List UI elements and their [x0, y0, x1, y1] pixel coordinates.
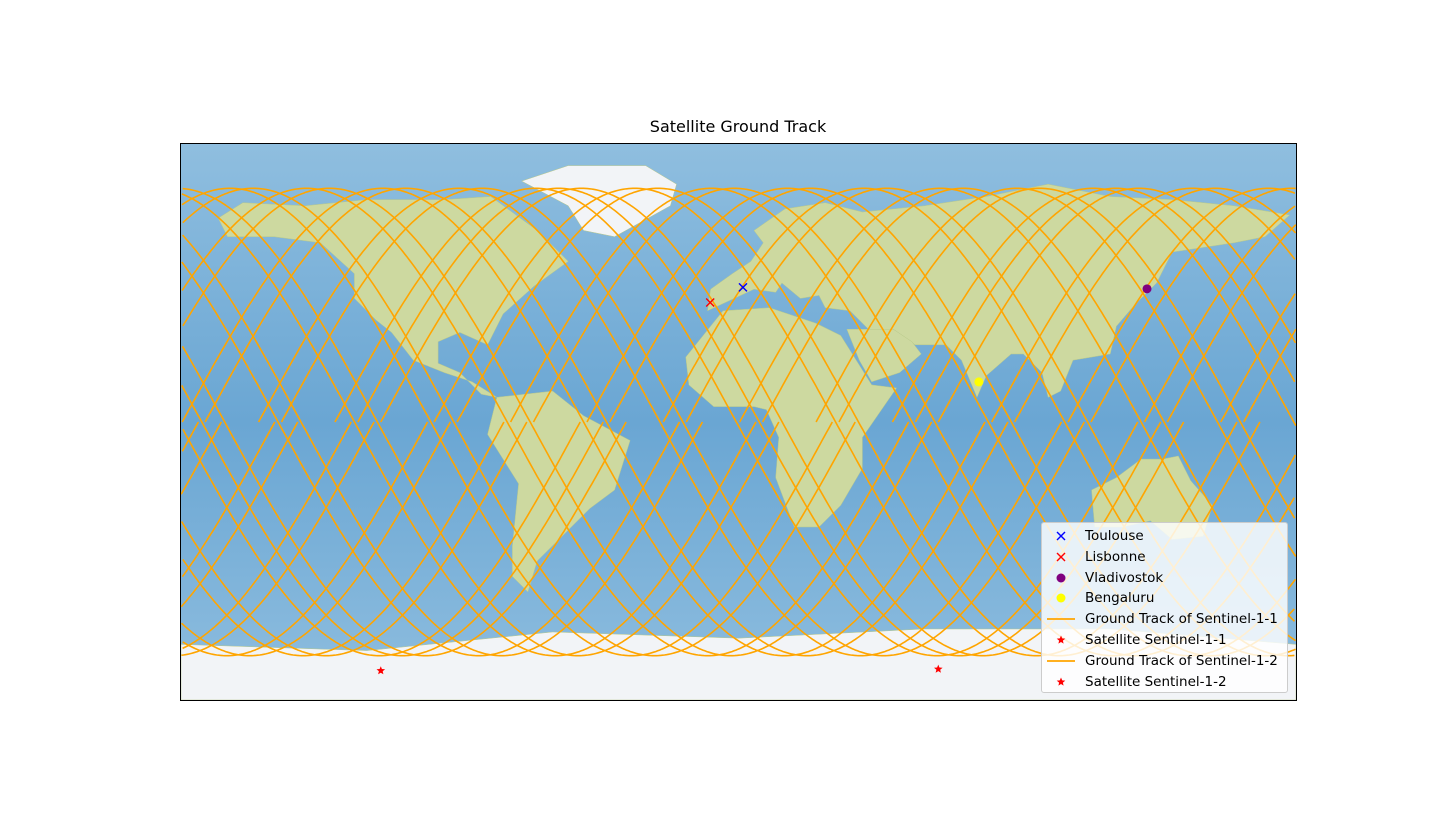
ground-track-sentinel-1-2 [204, 187, 1009, 657]
legend-handle [1047, 659, 1075, 662]
city-marker-toulouse [738, 282, 748, 292]
legend-marker-icon [1056, 552, 1066, 562]
chart-title: Satellite Ground Track [649, 117, 827, 136]
ground-track-sentinel-1-1 [181, 187, 986, 657]
land-north-america [217, 196, 569, 398]
legend-marker-icon [1056, 531, 1066, 541]
legend-label: Vladivostok [1085, 569, 1164, 586]
ground-track-sentinel-1-1 [181, 187, 1296, 657]
land-africa [685, 307, 897, 528]
ground-track-sentinel-1-2 [357, 187, 1162, 657]
legend-marker-icon [1056, 573, 1066, 583]
legend-label: Ground Track of Sentinel-1-2 [1085, 652, 1278, 669]
legend-entry: Bengaluru [1042, 588, 1287, 608]
legend-marker-icon [1056, 677, 1066, 686]
satellite-marker-satellite-sentinel-1-2 [934, 664, 943, 673]
land-greenland [521, 165, 677, 237]
legend-entry: Ground Track of Sentinel-1-1 [1042, 609, 1287, 629]
legend-entry: Vladivostok [1042, 568, 1287, 588]
ground-track-sentinel-1-2 [182, 187, 1296, 657]
legend-handle [1056, 573, 1066, 583]
legend-entry: Satellite Sentinel-1-2 [1042, 672, 1287, 692]
legend-handle [1056, 593, 1066, 603]
ground-track-sentinel-1-1 [334, 187, 1139, 657]
legend-handle [1056, 677, 1066, 686]
axes-frame [180, 143, 1297, 701]
legend-label: Ground Track of Sentinel-1-1 [1085, 611, 1278, 628]
legend: Toulouse Lisbonne Vladivostok Bengaluru Grou… [1041, 522, 1288, 693]
legend-entry: Ground Track of Sentinel-1-2 [1042, 651, 1287, 671]
legend-marker-icon [1056, 593, 1066, 603]
legend-label: Lisbonne [1085, 548, 1146, 565]
legend-label: Bengaluru [1085, 590, 1155, 607]
legend-entry: Satellite Sentinel-1-1 [1042, 630, 1287, 650]
city-marker-vladivostok [1142, 284, 1152, 294]
legend-entry: Toulouse [1042, 526, 1287, 546]
ground-track-sentinel-1-1 [257, 187, 1063, 657]
satellite-marker-satellite-sentinel-1-1 [376, 666, 386, 675]
ground-track-sentinel-1-2 [182, 187, 1296, 657]
ground-track-sentinel-1-2 [182, 187, 1296, 657]
legend-handle [1056, 635, 1066, 644]
ground-track-sentinel-1-2 [182, 187, 1296, 657]
legend-marker-icon [1056, 635, 1066, 644]
city-marker-bengaluru [974, 377, 984, 387]
ground-track-sentinel-1-2 [182, 187, 1296, 657]
legend-label: Satellite Sentinel-1-1 [1085, 632, 1227, 648]
city-marker-lisbonne [705, 297, 715, 307]
legend-handle [1056, 531, 1066, 541]
markers [376, 282, 1152, 675]
ground-track-sentinel-1-2 [280, 187, 1086, 657]
legend-label: Satellite Sentinel-1-2 [1085, 673, 1227, 690]
land-arabia [846, 329, 922, 383]
legend-handle [1047, 618, 1075, 621]
legend-entry: Lisbonne [1042, 547, 1287, 567]
map-area [181, 144, 1296, 700]
legend-handle [1056, 552, 1066, 562]
legend-label: Toulouse [1085, 528, 1144, 544]
ground-track-sentinel-1-1 [181, 187, 1296, 657]
land-masses [181, 165, 1296, 700]
